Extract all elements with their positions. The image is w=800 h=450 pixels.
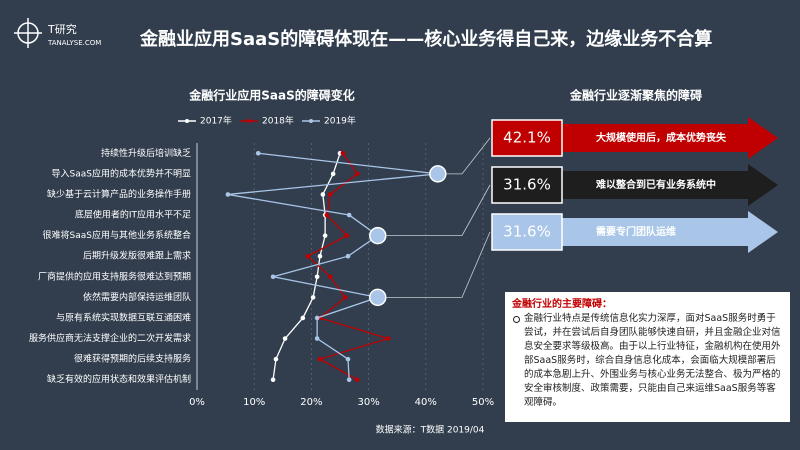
point [225, 192, 231, 197]
item-text: 需要专门团队运维 [596, 225, 676, 238]
series-line [306, 152, 391, 381]
point [317, 253, 323, 259]
connector [385, 231, 491, 298]
note-body: 金融行业特点是传统信息化实力深厚，面对SaaS服务时勇于尝试，并在尝试后自身团队… [512, 312, 783, 410]
point [270, 274, 276, 280]
point [314, 274, 320, 280]
point [327, 192, 333, 197]
x-tick-label: 30% [357, 397, 379, 408]
point [273, 356, 279, 362]
connector [385, 184, 491, 237]
x-tick-label: 0% [189, 397, 205, 408]
y-tick-label: 导入SaaS应用的成本优势并不明显 [52, 167, 191, 179]
point [385, 336, 391, 341]
point [324, 212, 330, 218]
percent-box [491, 166, 563, 204]
point [255, 150, 261, 156]
y-tick-label: 厂商提供的应用支持服务很难达到预期 [38, 270, 191, 282]
highlight-point [369, 288, 387, 307]
point [322, 233, 328, 238]
page-title: 金融业应用SaaS的障碍体现在——核心业务得自己来，边缘业务不合算 [139, 28, 712, 50]
point [342, 295, 348, 300]
item-text: 难以整合到已有业务系统中 [595, 178, 716, 191]
note-box: 金融行业的主要障碍： 金融行业特点是传统信息化实力深厚，面对SaaS服务时勇于尝… [505, 292, 790, 422]
y-tick-label: 很难获得预期的后续支持服务 [74, 353, 191, 365]
x-tick-label: 10% [243, 397, 265, 408]
legend-label: 2019年 [324, 115, 356, 127]
percent-box [491, 213, 563, 251]
point [345, 253, 351, 259]
logo-name: T研究 [47, 22, 77, 36]
percent: 31.6% [503, 176, 551, 194]
legend-label: 2017年 [200, 115, 232, 127]
point [346, 212, 352, 218]
point [327, 274, 333, 280]
point [354, 377, 360, 383]
y-tick-label: 持续性升级后培训缺乏 [101, 147, 191, 159]
percent: 42.1% [503, 129, 551, 147]
point [314, 336, 320, 341]
y-tick-label: 缺少基于云计算产品的业务操作手册 [47, 188, 191, 200]
point [270, 377, 276, 383]
x-tick-label: 50% [472, 397, 494, 408]
y-tick-label: 后期升级发版很难跟上需求 [83, 250, 191, 262]
x-tick-label: 40% [415, 397, 437, 408]
item-text: 大规模使用后，成本优势丧失 [596, 131, 727, 144]
series-line [227, 152, 438, 380]
point [317, 356, 323, 362]
chart-title: 金融行业应用SaaS的障碍变化 [188, 88, 354, 103]
arrow [560, 117, 778, 159]
point [344, 233, 350, 238]
point [310, 295, 316, 300]
x-tick-label: 20% [300, 397, 322, 408]
highlight-point [369, 226, 387, 245]
point [305, 253, 311, 259]
highlight-point [429, 165, 447, 183]
point [330, 171, 336, 177]
legend-marker [309, 119, 313, 123]
y-tick-label: 很难将SaaS应用与其他业务系统整合 [43, 229, 191, 241]
y-tick-label: 依然需要内部保持运维团队 [83, 291, 191, 303]
panel-title: 金融行业逐渐聚焦的障碍 [569, 88, 702, 103]
point [345, 356, 351, 362]
source: 数据来源：T数据 2019/04 [376, 424, 485, 436]
note-title: 金融行业的主要障碍： [512, 299, 612, 310]
legend-marker [185, 119, 189, 123]
percent: 31.6% [503, 223, 551, 241]
legend-label: 2018年 [262, 115, 294, 127]
logo-site: TANALYSE.COM [47, 39, 101, 47]
percent-box [491, 119, 563, 157]
legend-marker [247, 119, 251, 123]
connector [445, 137, 491, 175]
point [320, 192, 326, 197]
point [314, 315, 320, 321]
y-tick-label: 服务供应商无法支撑企业的二次开发需求 [29, 332, 191, 344]
point [354, 171, 360, 177]
y-tick-label: 与原有系统实现数据互联互通困难 [56, 311, 191, 323]
point [300, 315, 306, 321]
arrow [560, 164, 778, 206]
point [282, 336, 288, 341]
arrow [560, 211, 778, 253]
y-tick-label: 缺乏有效的应用状态和效果评估机制 [47, 373, 191, 385]
point [346, 377, 352, 383]
point [340, 150, 346, 156]
y-tick-label: 底层使用者的IT应用水平不足 [75, 209, 191, 221]
